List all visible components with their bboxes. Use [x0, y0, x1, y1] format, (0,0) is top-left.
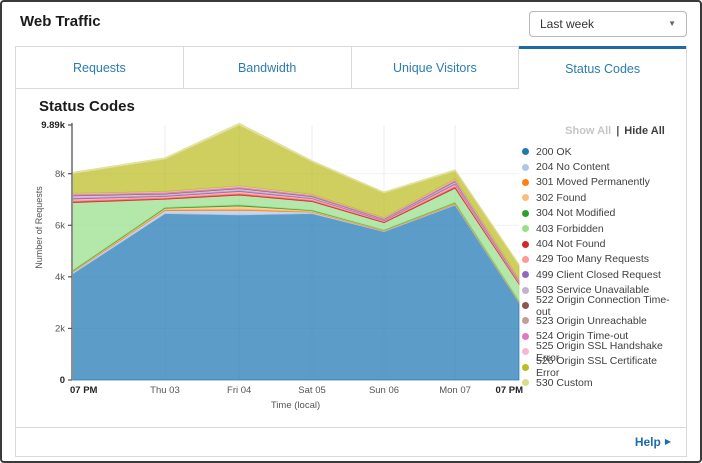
hide-all-link[interactable]: Hide All: [624, 125, 665, 137]
page-title: Web Traffic: [20, 13, 101, 30]
legend-label: 403 Forbidden: [536, 222, 604, 235]
help-arrow-icon: ▶: [664, 437, 671, 446]
legend-separator: |: [616, 125, 620, 137]
legend-item[interactable]: 530 Custom: [522, 375, 678, 390]
help-link[interactable]: Help: [634, 435, 661, 449]
legend-item[interactable]: 526 Origin SSL Certificate Error: [522, 355, 678, 379]
x-axis-title: Time (local): [271, 400, 320, 411]
y-tick-label: 6k: [55, 220, 65, 231]
tab-unique-visitors[interactable]: Unique Visitors: [351, 46, 520, 89]
chart-legend: Show All | Hide All 200 OK 204 No Content…: [522, 125, 678, 390]
legend-dot-icon: [522, 302, 529, 310]
legend-item[interactable]: 499 Client Closed Request: [522, 267, 678, 282]
legend-dot-icon: [522, 379, 529, 387]
legend-label: 499 Client Closed Request: [536, 268, 661, 281]
x-tick-label: Sat 05: [298, 385, 325, 396]
show-all-link[interactable]: Show All: [565, 125, 612, 137]
legend-label: 522 Origin Connection Time-out: [536, 293, 670, 318]
legend-label: 530 Custom: [536, 376, 593, 389]
legend-label: 204 No Content: [536, 161, 610, 174]
x-tick-label: Mon 07: [439, 385, 471, 396]
y-tick-label: 9.89k: [41, 120, 65, 131]
legend-dot-icon: [522, 255, 529, 263]
chart-title: Status Codes: [39, 98, 135, 115]
legend-label: 404 Not Found: [536, 238, 606, 251]
legend-label: 525 Origin SSL Handshake Error: [536, 339, 663, 364]
legend-item[interactable]: 429 Too Many Requests: [522, 252, 678, 267]
legend-dot-icon: [522, 332, 529, 340]
legend-dot-icon: [522, 271, 529, 279]
y-tick-label: 8k: [55, 169, 65, 180]
legend-item[interactable]: 302 Found: [522, 190, 678, 205]
legend-item[interactable]: 522 Origin Connection Time-out: [522, 294, 678, 318]
help-bar: Help ▶: [16, 427, 686, 456]
legend-item[interactable]: 523 Origin Unreachable: [522, 313, 678, 328]
legend-dot-icon: [522, 240, 529, 248]
legend-dot-icon: [522, 225, 529, 233]
legend-label: 429 Too Many Requests: [536, 253, 650, 266]
x-tick-label: Fri 04: [227, 385, 251, 396]
legend-dot-icon: [522, 148, 529, 156]
tab-bandwidth[interactable]: Bandwidth: [183, 46, 352, 89]
legend-label: 301 Moved Permanently: [536, 176, 650, 189]
legend-dot-icon: [522, 317, 529, 325]
legend-item[interactable]: 200 OK: [522, 144, 678, 159]
legend-dot-icon: [522, 163, 529, 171]
legend-item[interactable]: 204 No Content: [522, 159, 678, 174]
y-axis-title: Number of Requests: [34, 186, 44, 269]
y-tick-label: 0: [60, 375, 65, 386]
legend-item[interactable]: 503 Service Unavailable: [522, 283, 678, 298]
legend-dot-icon: [522, 286, 529, 294]
x-tick-label: Sun 06: [369, 385, 399, 396]
legend-dot-icon: [522, 348, 529, 356]
legend-label: 524 Origin Time-out: [536, 330, 629, 343]
status-codes-area-chart: 0 2k 4k 6k 8k 9.89k 07 PM Thu 03 Fri 04 Sat 05 Sun…: [34, 120, 524, 411]
x-tick-label: Thu 03: [150, 385, 180, 396]
time-range-dropdown[interactable]: Last week ▼: [529, 11, 687, 37]
area-series-15[interactable]: [71, 122, 520, 267]
x-tick-label: 07 PM: [496, 385, 524, 396]
y-tick-label: 2k: [55, 324, 65, 335]
legend-item[interactable]: 404 Not Found: [522, 236, 678, 251]
tab-status-codes[interactable]: Status Codes: [519, 46, 686, 89]
legend-dot-icon: [522, 363, 529, 371]
legend-label: 526 Origin SSL Certificate Error: [536, 355, 658, 380]
chevron-down-icon: ▼: [668, 19, 676, 28]
legend-item[interactable]: 403 Forbidden: [522, 221, 678, 236]
x-tick-label: 07 PM: [70, 385, 98, 396]
chart-panel: Status Codes 0 2k 4k 6k 8k 9.89k 07 PM Thu 03 Fr…: [16, 89, 686, 427]
tab-bar: Requests Bandwidth Unique Visitors Statu…: [16, 46, 686, 89]
legend-label: 304 Not Modified: [536, 207, 616, 220]
legend-controls: Show All | Hide All: [522, 125, 678, 137]
legend-dot-icon: [522, 194, 529, 202]
legend-item[interactable]: 524 Origin Time-out: [522, 329, 678, 344]
traffic-card: Requests Bandwidth Unique Visitors Statu…: [15, 46, 687, 457]
legend-label: 302 Found: [536, 191, 587, 204]
legend-label: 523 Origin Unreachable: [536, 314, 647, 327]
legend-dot-icon: [522, 209, 529, 217]
legend-list: 200 OK 204 No Content 301 Moved Permanentl…: [522, 144, 678, 390]
area-series-0[interactable]: [71, 204, 520, 381]
legend-item[interactable]: 304 Not Modified: [522, 206, 678, 221]
legend-label: 200 OK: [536, 145, 572, 158]
tab-requests[interactable]: Requests: [16, 46, 184, 89]
legend-item[interactable]: 525 Origin SSL Handshake Error: [522, 340, 678, 364]
time-range-value: Last week: [540, 17, 595, 31]
legend-item[interactable]: 301 Moved Permanently: [522, 175, 678, 190]
legend-dot-icon: [522, 178, 529, 186]
legend-label: 503 Service Unavailable: [536, 284, 650, 297]
y-tick-label: 4k: [55, 272, 65, 283]
